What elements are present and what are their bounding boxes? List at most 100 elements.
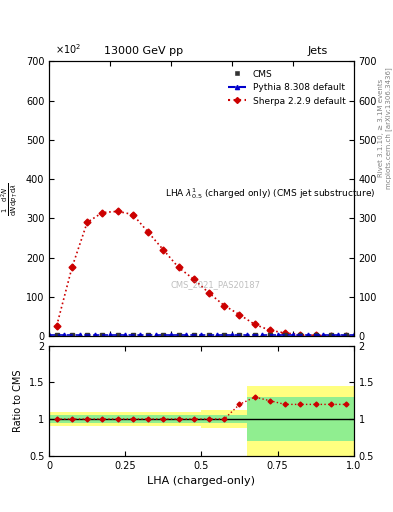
Line: Pythia 8.308 default: Pythia 8.308 default (47, 333, 356, 338)
Bar (110, 415, 125, 423)
CMS (85, 332, 90, 338)
Bar (277, 397, 293, 441)
Pythia 8.308 default (351, 332, 356, 338)
Bar (308, 386, 323, 456)
Bar (156, 412, 171, 426)
Pythia 8.308 default (77, 332, 82, 338)
Bar (232, 410, 247, 428)
Bar (64, 412, 79, 426)
CMS (207, 332, 211, 338)
Bar (125, 412, 141, 426)
Pythia 8.308 default (184, 332, 189, 338)
Bar (247, 397, 263, 441)
Sherpa 2.2.9 default (176, 264, 181, 270)
CMS (344, 332, 349, 338)
Bar (49, 412, 64, 426)
Line: CMS: CMS (54, 333, 349, 338)
Bar (308, 397, 323, 441)
CMS (70, 332, 74, 338)
Text: LHA $\lambda^{1}_{0.5}$ (charged only) (CMS jet substructure): LHA $\lambda^{1}_{0.5}$ (charged only) (… (165, 186, 375, 201)
Bar (64, 415, 79, 423)
CMS (268, 332, 272, 338)
Text: mcplots.cern.ch [arXiv:1306.3436]: mcplots.cern.ch [arXiv:1306.3436] (386, 67, 393, 189)
Bar (49, 415, 64, 423)
Bar (110, 412, 125, 426)
Sherpa 2.2.9 default (161, 247, 166, 253)
Y-axis label: Ratio to CMS: Ratio to CMS (13, 370, 23, 432)
Bar (202, 415, 217, 423)
Text: CMS_2021_PAS20187: CMS_2021_PAS20187 (171, 280, 261, 289)
Sherpa 2.2.9 default (146, 229, 151, 235)
Bar (263, 386, 277, 456)
Bar (247, 386, 263, 456)
Text: Jets: Jets (308, 46, 328, 56)
Pythia 8.308 default (306, 332, 310, 338)
Bar (125, 415, 141, 423)
Bar (217, 410, 232, 428)
Text: $\times10^{2}$: $\times10^{2}$ (55, 42, 81, 56)
CMS (329, 332, 333, 338)
Sherpa 2.2.9 default (298, 332, 303, 338)
Bar (171, 415, 186, 423)
Pythia 8.308 default (62, 332, 67, 338)
Pythia 8.308 default (108, 332, 112, 338)
Bar (293, 386, 308, 456)
CMS (100, 332, 105, 338)
CMS (176, 332, 181, 338)
Pythia 8.308 default (230, 332, 234, 338)
Text: Rivet 3.1.10, ≥ 3.1M events: Rivet 3.1.10, ≥ 3.1M events (378, 79, 384, 177)
Bar (323, 386, 338, 456)
CMS (115, 332, 120, 338)
Bar (186, 412, 202, 426)
Sherpa 2.2.9 default (268, 327, 272, 333)
Sherpa 2.2.9 default (207, 290, 211, 296)
Sherpa 2.2.9 default (344, 333, 349, 339)
Sherpa 2.2.9 default (85, 219, 90, 225)
Sherpa 2.2.9 default (130, 211, 135, 218)
CMS (298, 332, 303, 338)
Pythia 8.308 default (199, 332, 204, 338)
CMS (191, 332, 196, 338)
Bar (217, 415, 232, 423)
Pythia 8.308 default (275, 332, 280, 338)
Bar (338, 386, 354, 456)
Bar (293, 397, 308, 441)
CMS (54, 332, 59, 338)
Pythia 8.308 default (321, 332, 326, 338)
Y-axis label: $\frac{1}{\mathrm{d}N}\frac{\mathrm{d}^2N}{\mathrm{d}p_T\,\mathrm{d}\lambda}$: $\frac{1}{\mathrm{d}N}\frac{\mathrm{d}^2… (0, 182, 20, 216)
Bar (141, 412, 156, 426)
Bar (186, 415, 202, 423)
Bar (232, 415, 247, 423)
CMS (283, 332, 288, 338)
Bar (79, 412, 95, 426)
Pythia 8.308 default (260, 332, 265, 338)
Sherpa 2.2.9 default (222, 303, 227, 309)
Bar (277, 386, 293, 456)
Sherpa 2.2.9 default (100, 209, 105, 216)
Bar (95, 415, 110, 423)
Bar (338, 397, 354, 441)
Sherpa 2.2.9 default (252, 322, 257, 328)
Line: Sherpa 2.2.9 default: Sherpa 2.2.9 default (54, 209, 349, 338)
Sherpa 2.2.9 default (70, 264, 74, 270)
Bar (263, 397, 277, 441)
Bar (156, 415, 171, 423)
Sherpa 2.2.9 default (329, 333, 333, 339)
Pythia 8.308 default (245, 332, 250, 338)
CMS (161, 332, 166, 338)
Sherpa 2.2.9 default (54, 323, 59, 329)
CMS (313, 332, 318, 338)
Pythia 8.308 default (214, 332, 219, 338)
Pythia 8.308 default (290, 332, 295, 338)
Text: 13000 GeV pp: 13000 GeV pp (104, 46, 183, 56)
Bar (323, 397, 338, 441)
Bar (171, 412, 186, 426)
CMS (130, 332, 135, 338)
Pythia 8.308 default (92, 332, 97, 338)
Sherpa 2.2.9 default (283, 330, 288, 336)
CMS (237, 332, 242, 338)
Legend: CMS, Pythia 8.308 default, Sherpa 2.2.9 default: CMS, Pythia 8.308 default, Sherpa 2.2.9 … (224, 66, 349, 109)
Sherpa 2.2.9 default (237, 311, 242, 317)
Sherpa 2.2.9 default (115, 208, 120, 215)
Pythia 8.308 default (336, 332, 341, 338)
